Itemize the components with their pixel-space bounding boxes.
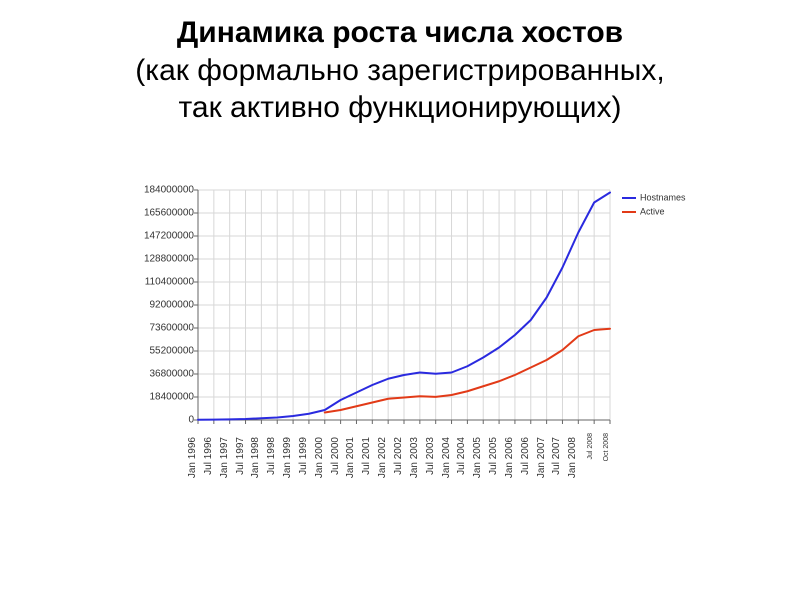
x-tick-label: Jan 2001 [345,437,356,487]
x-tick-label: Jul 2007 [551,437,562,487]
x-tick-label: Jul 1996 [203,437,214,487]
legend-label: Hostnames [640,193,686,203]
y-tick-label: 128800000 [134,254,194,265]
title-bold: Динамика роста числа хостов [0,14,800,52]
y-tick-label: 165600000 [134,208,194,219]
x-tick-label: Jan 2002 [377,437,388,487]
x-tick-label: Oct 2008 [603,433,610,483]
x-tick-label: Jul 2001 [361,437,372,487]
x-tick-label: Jul 1999 [298,437,309,487]
legend-swatch [622,211,636,213]
y-tick-label: 92000000 [134,300,194,311]
title-sub-1: (как формально зарегистрированных, [0,52,800,90]
x-tick-label: Jan 2008 [567,437,578,487]
y-tick-label: 0 [134,415,194,426]
x-tick-label: Jul 2003 [425,437,436,487]
x-tick-label: Jan 2004 [441,437,452,487]
x-tick-label: Jul 2006 [520,437,531,487]
y-tick-label: 55200000 [134,346,194,357]
legend-label: Active [640,207,665,217]
x-tick-label: Jul 2000 [330,437,341,487]
x-tick-label: Jan 1996 [187,437,198,487]
y-tick-label: 147200000 [134,231,194,242]
hosts-growth-chart: 0 18400000 36800000 55200000 73600000 9200000… [130,180,690,540]
x-tick-label: Jul 1997 [235,437,246,487]
x-tick-label: Jan 2005 [472,437,483,487]
x-tick-label: Jul 2002 [393,437,404,487]
legend-item: Hostnames [622,192,686,203]
x-tick-label: Jan 2000 [314,437,325,487]
y-tick-label: 73600000 [134,323,194,334]
x-tick-label: Jan 1998 [250,437,261,487]
x-tick-label: Jan 1997 [219,437,230,487]
x-tick-label: Jan 2006 [504,437,515,487]
y-tick-label: 184000000 [134,185,194,196]
page-title: Динамика роста числа хостов (как формаль… [0,0,800,127]
x-tick-label: Jul 2008 [587,433,594,483]
y-tick-label: 36800000 [134,369,194,380]
y-tick-label: 110400000 [134,277,194,288]
x-tick-label: Jul 1998 [266,437,277,487]
x-tick-label: Jul 2005 [488,437,499,487]
legend-swatch [622,197,636,199]
title-sub-2: так активно функционирующих) [0,89,800,127]
x-tick-label: Jan 1999 [282,437,293,487]
y-tick-label: 18400000 [134,392,194,403]
legend-item: Active [622,206,665,217]
x-tick-label: Jan 2003 [409,437,420,487]
x-tick-label: Jul 2004 [456,437,467,487]
x-tick-label: Jan 2007 [536,437,547,487]
